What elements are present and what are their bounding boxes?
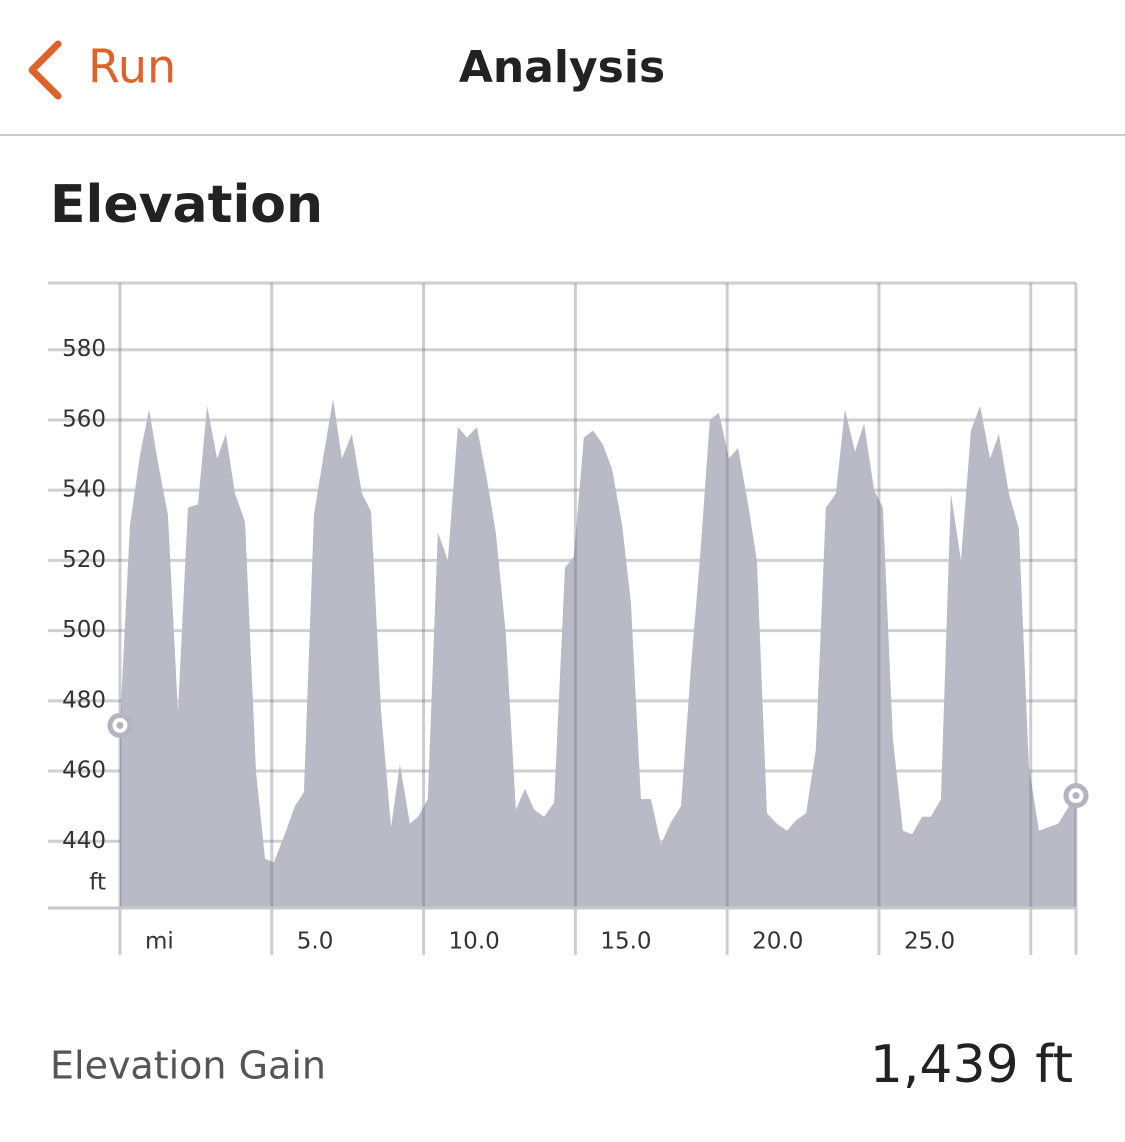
endpoint-marker-dot [1072, 792, 1080, 800]
x-tick-label: 20.0 [752, 929, 803, 955]
y-tick-label: 560 [62, 406, 106, 432]
nav-title: Analysis [459, 42, 665, 93]
summary-value: 1,439 ft [870, 1035, 1073, 1095]
y-tick-label: 460 [62, 758, 106, 784]
y-tick-label: 480 [62, 687, 106, 713]
y-tick-label: 520 [62, 547, 106, 573]
y-axis-unit: ft [89, 870, 106, 896]
x-tick-label: 10.0 [449, 929, 500, 955]
y-tick-label: 440 [62, 828, 106, 854]
x-tick-label: 15.0 [600, 929, 651, 955]
back-button[interactable]: Run [28, 40, 176, 100]
y-tick-label: 580 [62, 336, 106, 362]
x-tick-label: 25.0 [904, 929, 955, 955]
back-label[interactable]: Run [88, 40, 176, 94]
summary-label: Elevation Gain [50, 1044, 326, 1088]
elevation-area [119, 398, 1077, 908]
back-chevron[interactable] [28, 40, 62, 100]
y-tick-label: 540 [62, 477, 106, 503]
chart: mi 5.0 10.0 15.0 20.0 25.0 440 460 480 500 520 540 5… [48, 281, 1089, 955]
y-tick-label: 500 [62, 617, 106, 643]
x-tick-label: mi [145, 929, 174, 955]
x-tick-label: 5.0 [297, 929, 334, 955]
endpoint-marker-dot [116, 721, 124, 729]
chart-title: Elevation [50, 175, 323, 235]
